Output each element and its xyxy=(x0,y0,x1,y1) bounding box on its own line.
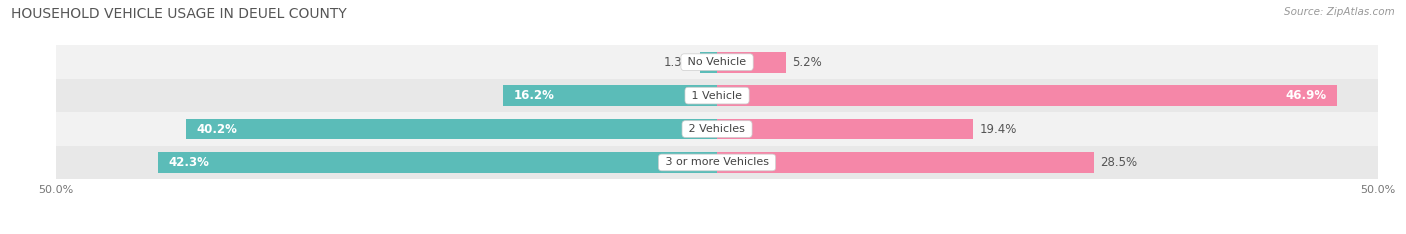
Text: 1 Vehicle: 1 Vehicle xyxy=(689,91,745,101)
Bar xyxy=(56,79,1378,112)
Bar xyxy=(56,146,1378,179)
Bar xyxy=(56,112,1378,146)
Bar xyxy=(717,152,1094,173)
Text: 46.9%: 46.9% xyxy=(1285,89,1326,102)
Text: No Vehicle: No Vehicle xyxy=(685,57,749,67)
Bar xyxy=(717,52,786,73)
Text: 16.2%: 16.2% xyxy=(513,89,554,102)
Bar xyxy=(157,152,717,173)
Bar xyxy=(186,119,717,139)
Bar xyxy=(503,85,717,106)
Bar xyxy=(717,119,973,139)
Text: HOUSEHOLD VEHICLE USAGE IN DEUEL COUNTY: HOUSEHOLD VEHICLE USAGE IN DEUEL COUNTY xyxy=(11,7,347,21)
Bar xyxy=(717,85,1337,106)
Text: 5.2%: 5.2% xyxy=(793,56,823,69)
Text: 1.3%: 1.3% xyxy=(664,56,693,69)
Text: 42.3%: 42.3% xyxy=(169,156,209,169)
Bar xyxy=(56,45,1378,79)
Text: Source: ZipAtlas.com: Source: ZipAtlas.com xyxy=(1284,7,1395,17)
Text: 28.5%: 28.5% xyxy=(1101,156,1137,169)
Text: 19.4%: 19.4% xyxy=(980,123,1018,135)
Text: 40.2%: 40.2% xyxy=(197,123,238,135)
Bar xyxy=(700,52,717,73)
Text: 2 Vehicles: 2 Vehicles xyxy=(685,124,749,134)
Text: 3 or more Vehicles: 3 or more Vehicles xyxy=(662,157,772,168)
